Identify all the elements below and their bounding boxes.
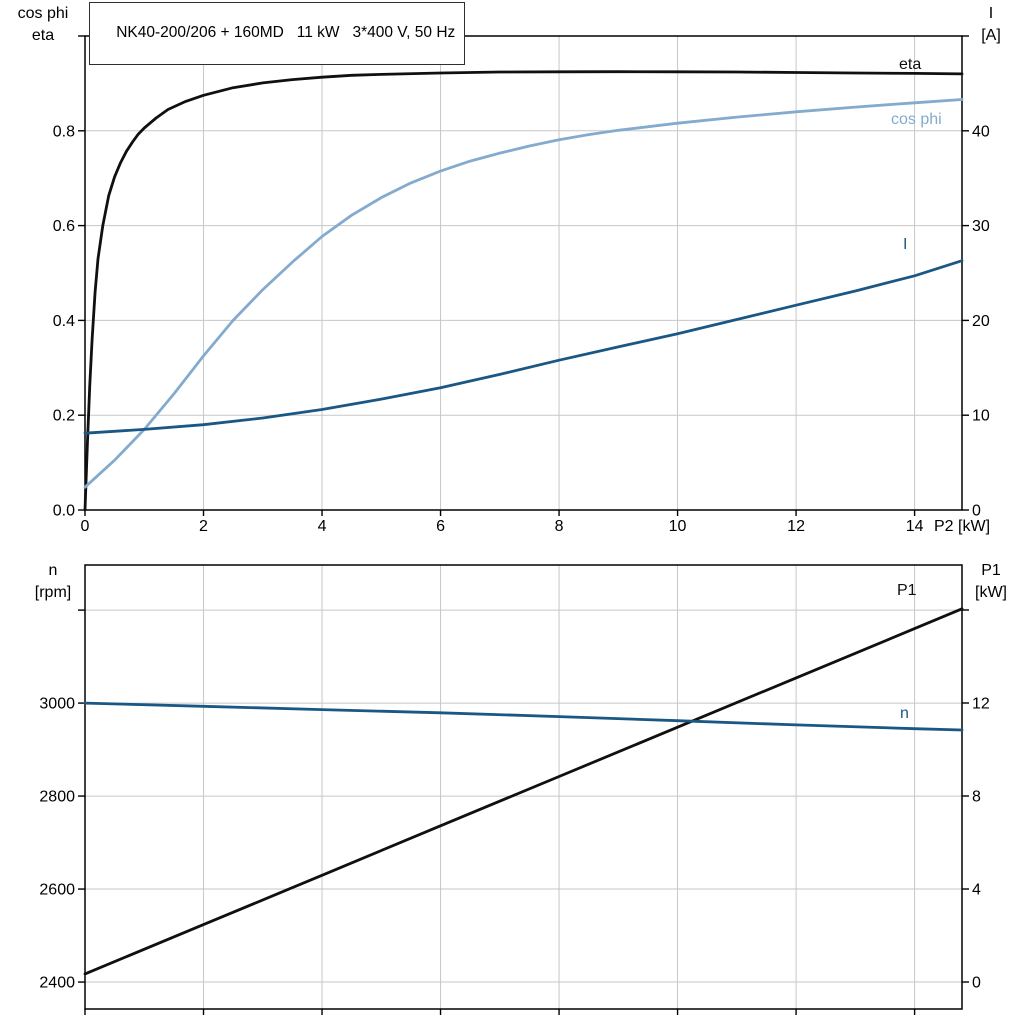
- chart-title-box: NK40-200/206 + 160MD 11 kW 3*400 V, 50 H…: [89, 2, 466, 65]
- motor-speed-power-chart: 2400 2600 2800 3000 0 4 8 12 P1 n: [39, 564, 990, 1015]
- series-P1: [83, 607, 964, 976]
- motor-efficiency-chart: 0 2 4 6 8 10 12 14 P2 [kW] 0.0 0.2 0.4 0.6 0.8 0 10 20 30…: [53, 35, 990, 535]
- svg-text:0: 0: [81, 518, 90, 535]
- svg-text:12: 12: [787, 518, 805, 535]
- plot-border: [84, 564, 963, 1010]
- svg-text:10: 10: [972, 408, 990, 425]
- x-axis-label: P2 [kW]: [934, 518, 990, 535]
- svg-text:4: 4: [318, 518, 327, 535]
- axis-title-line: [A]: [981, 27, 1001, 44]
- svg-text:0: 0: [972, 503, 981, 520]
- svg-text:0.0: 0.0: [53, 503, 75, 520]
- series-label-cos-phi: cos phi: [891, 111, 942, 128]
- svg-text:12: 12: [972, 695, 990, 712]
- axis-title-line: n: [48, 562, 58, 579]
- series-cos-phi: [83, 98, 964, 489]
- svg-text:40: 40: [972, 123, 990, 140]
- axis-title-line: cos phi: [17, 5, 69, 22]
- svg-text:0.6: 0.6: [53, 218, 75, 235]
- svg-text:2: 2: [199, 518, 208, 535]
- series-label-I: I: [903, 236, 907, 253]
- axis-title-current: I [A]: [962, 3, 1020, 47]
- series-n: [83, 701, 964, 732]
- series-I: [83, 259, 964, 435]
- series-label-n: n: [900, 705, 909, 722]
- svg-text:3000: 3000: [39, 696, 75, 713]
- series-eta: [83, 70, 964, 512]
- axis-tick-labels: 0 2 4 6 8 10 12 14 P2 [kW] 0.0 0.2 0.4 0.6 0.8 0 10 20 30…: [53, 123, 990, 535]
- svg-text:2600: 2600: [39, 882, 75, 899]
- svg-text:0: 0: [972, 975, 981, 992]
- svg-text:0.8: 0.8: [53, 123, 75, 140]
- svg-text:8: 8: [555, 518, 564, 535]
- axis-title-line: [rpm]: [34, 584, 72, 601]
- svg-text:6: 6: [436, 518, 445, 535]
- axis-title-line: [kW]: [975, 584, 1007, 601]
- axis-title-line: eta: [31, 27, 55, 44]
- svg-text:2800: 2800: [39, 789, 75, 806]
- axis-ticks: [78, 609, 969, 1015]
- axis-title-line: I: [988, 5, 994, 22]
- svg-text:0.4: 0.4: [53, 313, 75, 330]
- series-label-eta: eta: [899, 56, 921, 73]
- axis-title-speed: n [rpm]: [20, 560, 86, 604]
- svg-text:30: 30: [972, 218, 990, 235]
- svg-text:8: 8: [972, 788, 981, 805]
- plot-border: [84, 35, 963, 511]
- axis-title-cosphi-eta: cos phi eta: [4, 3, 82, 47]
- chart-title: NK40-200/206 + 160MD 11 kW 3*400 V, 50 H…: [116, 24, 456, 41]
- svg-text:20: 20: [972, 313, 990, 330]
- axis-title-line: P1: [981, 562, 1001, 579]
- gridlines: [85, 565, 962, 1009]
- gridlines: [85, 36, 962, 510]
- svg-text:10: 10: [669, 518, 687, 535]
- axis-title-input-power: P1 [kW]: [962, 560, 1020, 604]
- axis-tick-labels: 2400 2600 2800 3000 0 4 8 12: [39, 695, 989, 991]
- series-label-P1: P1: [897, 582, 917, 599]
- svg-text:2400: 2400: [39, 975, 75, 992]
- svg-text:0.2: 0.2: [53, 408, 75, 425]
- svg-text:4: 4: [972, 882, 981, 899]
- svg-text:14: 14: [906, 518, 924, 535]
